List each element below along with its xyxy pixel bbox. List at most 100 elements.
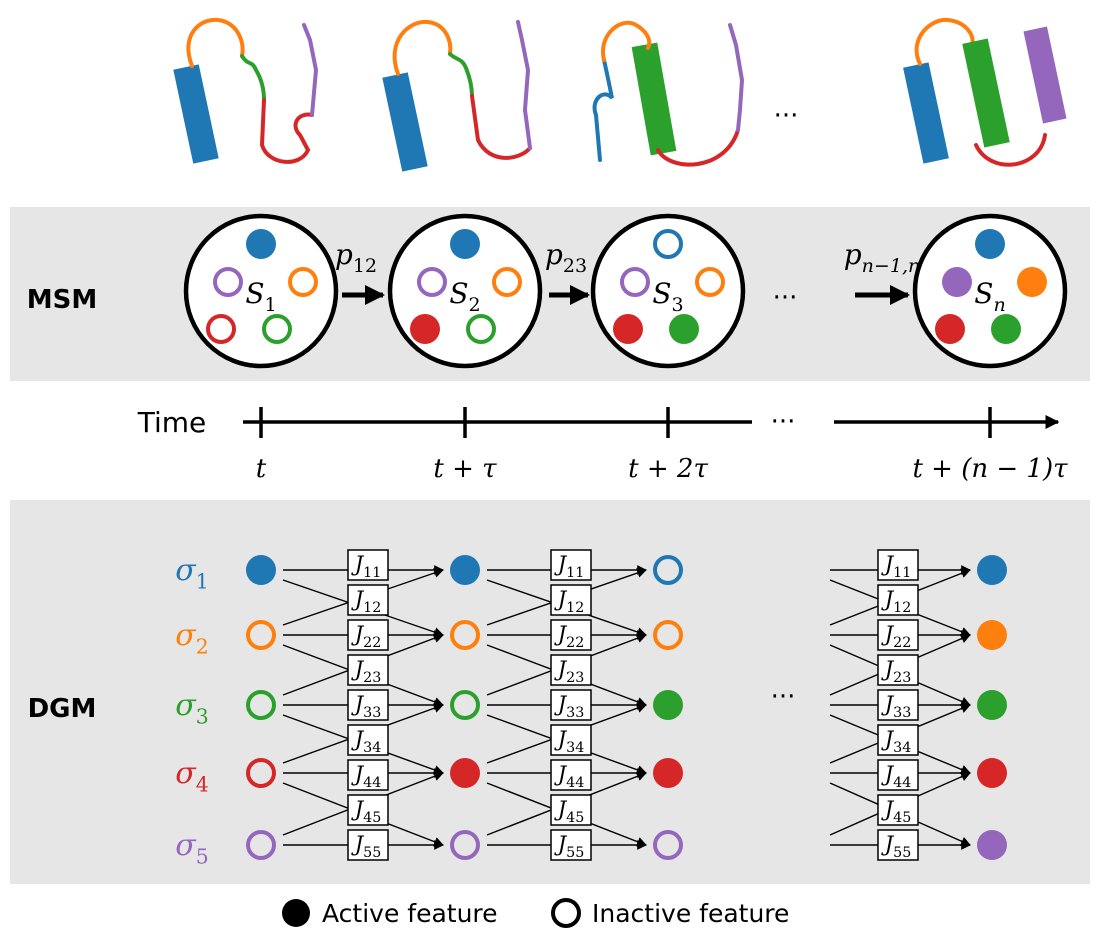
coupling-label-symbol: J	[881, 727, 895, 751]
spin-label-4-symbol: σ	[175, 756, 197, 791]
protein-cartoon-3	[592, 20, 745, 167]
coupling-label-subscript: 34	[363, 740, 381, 756]
coupling-label-symbol: J	[554, 657, 568, 681]
coupling-label-symbol: J	[351, 692, 365, 716]
coupling-box	[877, 619, 919, 651]
coupling-box	[550, 689, 592, 721]
coupling-label: J12	[554, 587, 585, 616]
coupling-label-symbol: J	[351, 727, 365, 751]
dgm-feature-purple	[977, 830, 1007, 860]
dgm-label: DGM	[28, 694, 97, 724]
coupling-label: J22	[881, 622, 912, 651]
coupling-label-symbol: J	[554, 762, 568, 786]
dgm-column-3	[653, 555, 683, 860]
coupling-box	[877, 689, 919, 721]
coupling-label-subscript: 22	[893, 635, 911, 651]
msm-feature-green	[991, 314, 1021, 344]
protein-folding-illustrations: ···	[173, 17, 1067, 172]
coupling-label-subscript: 12	[363, 600, 381, 616]
coupling-label-subscript: 23	[893, 670, 911, 686]
coupling-box	[550, 794, 592, 826]
msm-state-label: Sn	[974, 277, 1005, 316]
coupling-label: J11	[554, 552, 585, 581]
dgm-feature-red	[653, 758, 683, 788]
coupling-label-symbol: J	[351, 797, 365, 821]
coupling-label: J12	[881, 587, 912, 616]
protein-cartoon-1	[173, 17, 319, 164]
coupling-label-symbol: J	[351, 552, 365, 576]
msm-feature-purple	[417, 267, 447, 297]
msm-feature-blue	[975, 229, 1005, 259]
dgm-feature-green	[246, 690, 276, 720]
msm-ellipsis: ···	[773, 283, 798, 313]
msm-feature-red	[935, 314, 965, 344]
msm-transition-label-symbol: p	[844, 238, 862, 271]
spin-label-5-subscript: 5	[196, 844, 209, 868]
msm-feature-green	[669, 314, 699, 344]
coupling-label: J22	[554, 622, 585, 651]
time-ellipsis: ···	[771, 407, 796, 437]
msm-feature-orange	[695, 267, 725, 297]
spin-label-1-subscript: 1	[196, 569, 209, 593]
coupling-label-symbol: J	[881, 587, 895, 611]
coupling-label-subscript: 55	[363, 845, 381, 861]
dgm-feature-blue	[653, 555, 683, 585]
msm-state-label-symbol: S	[974, 277, 993, 310]
dgm-feature-green	[977, 690, 1007, 720]
coupling-label-symbol: J	[554, 622, 568, 646]
coupling-label-symbol: J	[351, 622, 365, 646]
coupling-label-subscript: 44	[566, 775, 584, 791]
msm-state-label: S2	[449, 277, 480, 316]
msm-state-label-symbol: S	[652, 277, 671, 310]
spin-label-5-symbol: σ	[175, 828, 197, 863]
msm-transition-label-subscript: n−1,n	[862, 255, 921, 277]
coupling-box	[877, 549, 919, 581]
coupling-label: J45	[881, 797, 912, 826]
coupling-label-subscript: 55	[893, 845, 911, 861]
dgm-feature-blue	[977, 555, 1007, 585]
coupling-box	[550, 654, 592, 686]
spin-label-3: σ3	[175, 688, 208, 728]
msm-feature-red	[410, 314, 440, 344]
time-ticks: t t + τ t + 2τ t + (n − 1)τ	[256, 407, 1068, 484]
coupling-box	[550, 759, 592, 791]
coupling-box	[550, 829, 592, 861]
msm-state-label-symbol: S	[449, 277, 468, 310]
dgm-feature-green	[450, 690, 480, 720]
coupling-label: J44	[554, 762, 585, 791]
coupling-label-symbol: J	[351, 762, 365, 786]
dgm-feature-purple	[450, 830, 480, 860]
msm-state-label-subscript: n	[993, 294, 1005, 316]
coupling-label: J11	[881, 552, 912, 581]
spin-label-3-symbol: σ	[175, 688, 197, 723]
dgm-column-4	[977, 555, 1007, 860]
coupling-label: J33	[881, 692, 912, 721]
dgm-feature-purple	[246, 830, 276, 860]
msm-state-label-subscript: 2	[469, 294, 481, 316]
msm-feature-green	[262, 314, 292, 344]
coupling-label: J23	[351, 657, 382, 686]
coupling-label: J12	[351, 587, 382, 616]
dgm-feature-blue	[246, 555, 276, 585]
coupling-label-symbol: J	[351, 657, 365, 681]
coupling-box	[347, 759, 389, 791]
coupling-box	[347, 794, 389, 826]
spin-label-2-symbol: σ	[175, 618, 197, 653]
msm-feature-orange	[492, 267, 522, 297]
protein-cartoon-2	[382, 19, 532, 172]
msm-transition-1: p12	[335, 238, 385, 305]
msm-transition-label-subscript: 12	[353, 255, 377, 277]
msm-feature-blue	[653, 229, 683, 259]
dgm-feature-purple	[653, 830, 683, 860]
msm-transition-label: p12	[335, 238, 377, 277]
coupling-label-subscript: 45	[363, 810, 381, 826]
coupling-box	[347, 829, 389, 861]
coupling-box	[550, 584, 592, 616]
spin-label-4: σ4	[175, 756, 208, 796]
coupling-label: J55	[554, 832, 585, 861]
coupling-label-subscript: 23	[566, 670, 584, 686]
time-tick-label: t	[256, 454, 267, 484]
coupling-box	[877, 759, 919, 791]
coupling-label-subscript: 44	[363, 775, 381, 791]
